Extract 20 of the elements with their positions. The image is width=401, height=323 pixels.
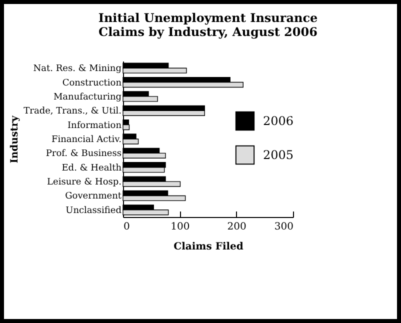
x-axis-title: Claims Filed [174,242,244,252]
y-tick-label: Ed. & Health [62,163,122,174]
y-tick-label: Prof. & Business [46,149,122,160]
y-tick-label: Manufacturing [53,92,122,102]
y-tick-label: Nat. Res. & Mining [33,64,122,74]
x-tick-label: 100 [170,222,190,232]
y-axis-title: Industry [10,114,21,164]
y-tick-label: Financial Activ. [51,135,122,145]
x-tick-label: 0 [124,222,130,232]
legend-label: 2006 [263,114,294,128]
y-tick-label: Unclassified [66,206,122,216]
x-tick-label: 200 [227,222,246,232]
legend-label: 2005 [263,148,294,162]
x-tick-label: 300 [274,222,294,232]
chart-title: Initial Unemployment Insurance Claims by Industry, August 2006 [98,11,318,39]
y-tick-label: Government [65,192,122,202]
y-tick-label: Trade, Trans., & Util. [24,106,122,117]
y-tick-label: Leisure & Hosp. [47,178,122,188]
y-tick-label: Information [67,120,122,131]
y-tick-label: Construction [62,78,122,88]
